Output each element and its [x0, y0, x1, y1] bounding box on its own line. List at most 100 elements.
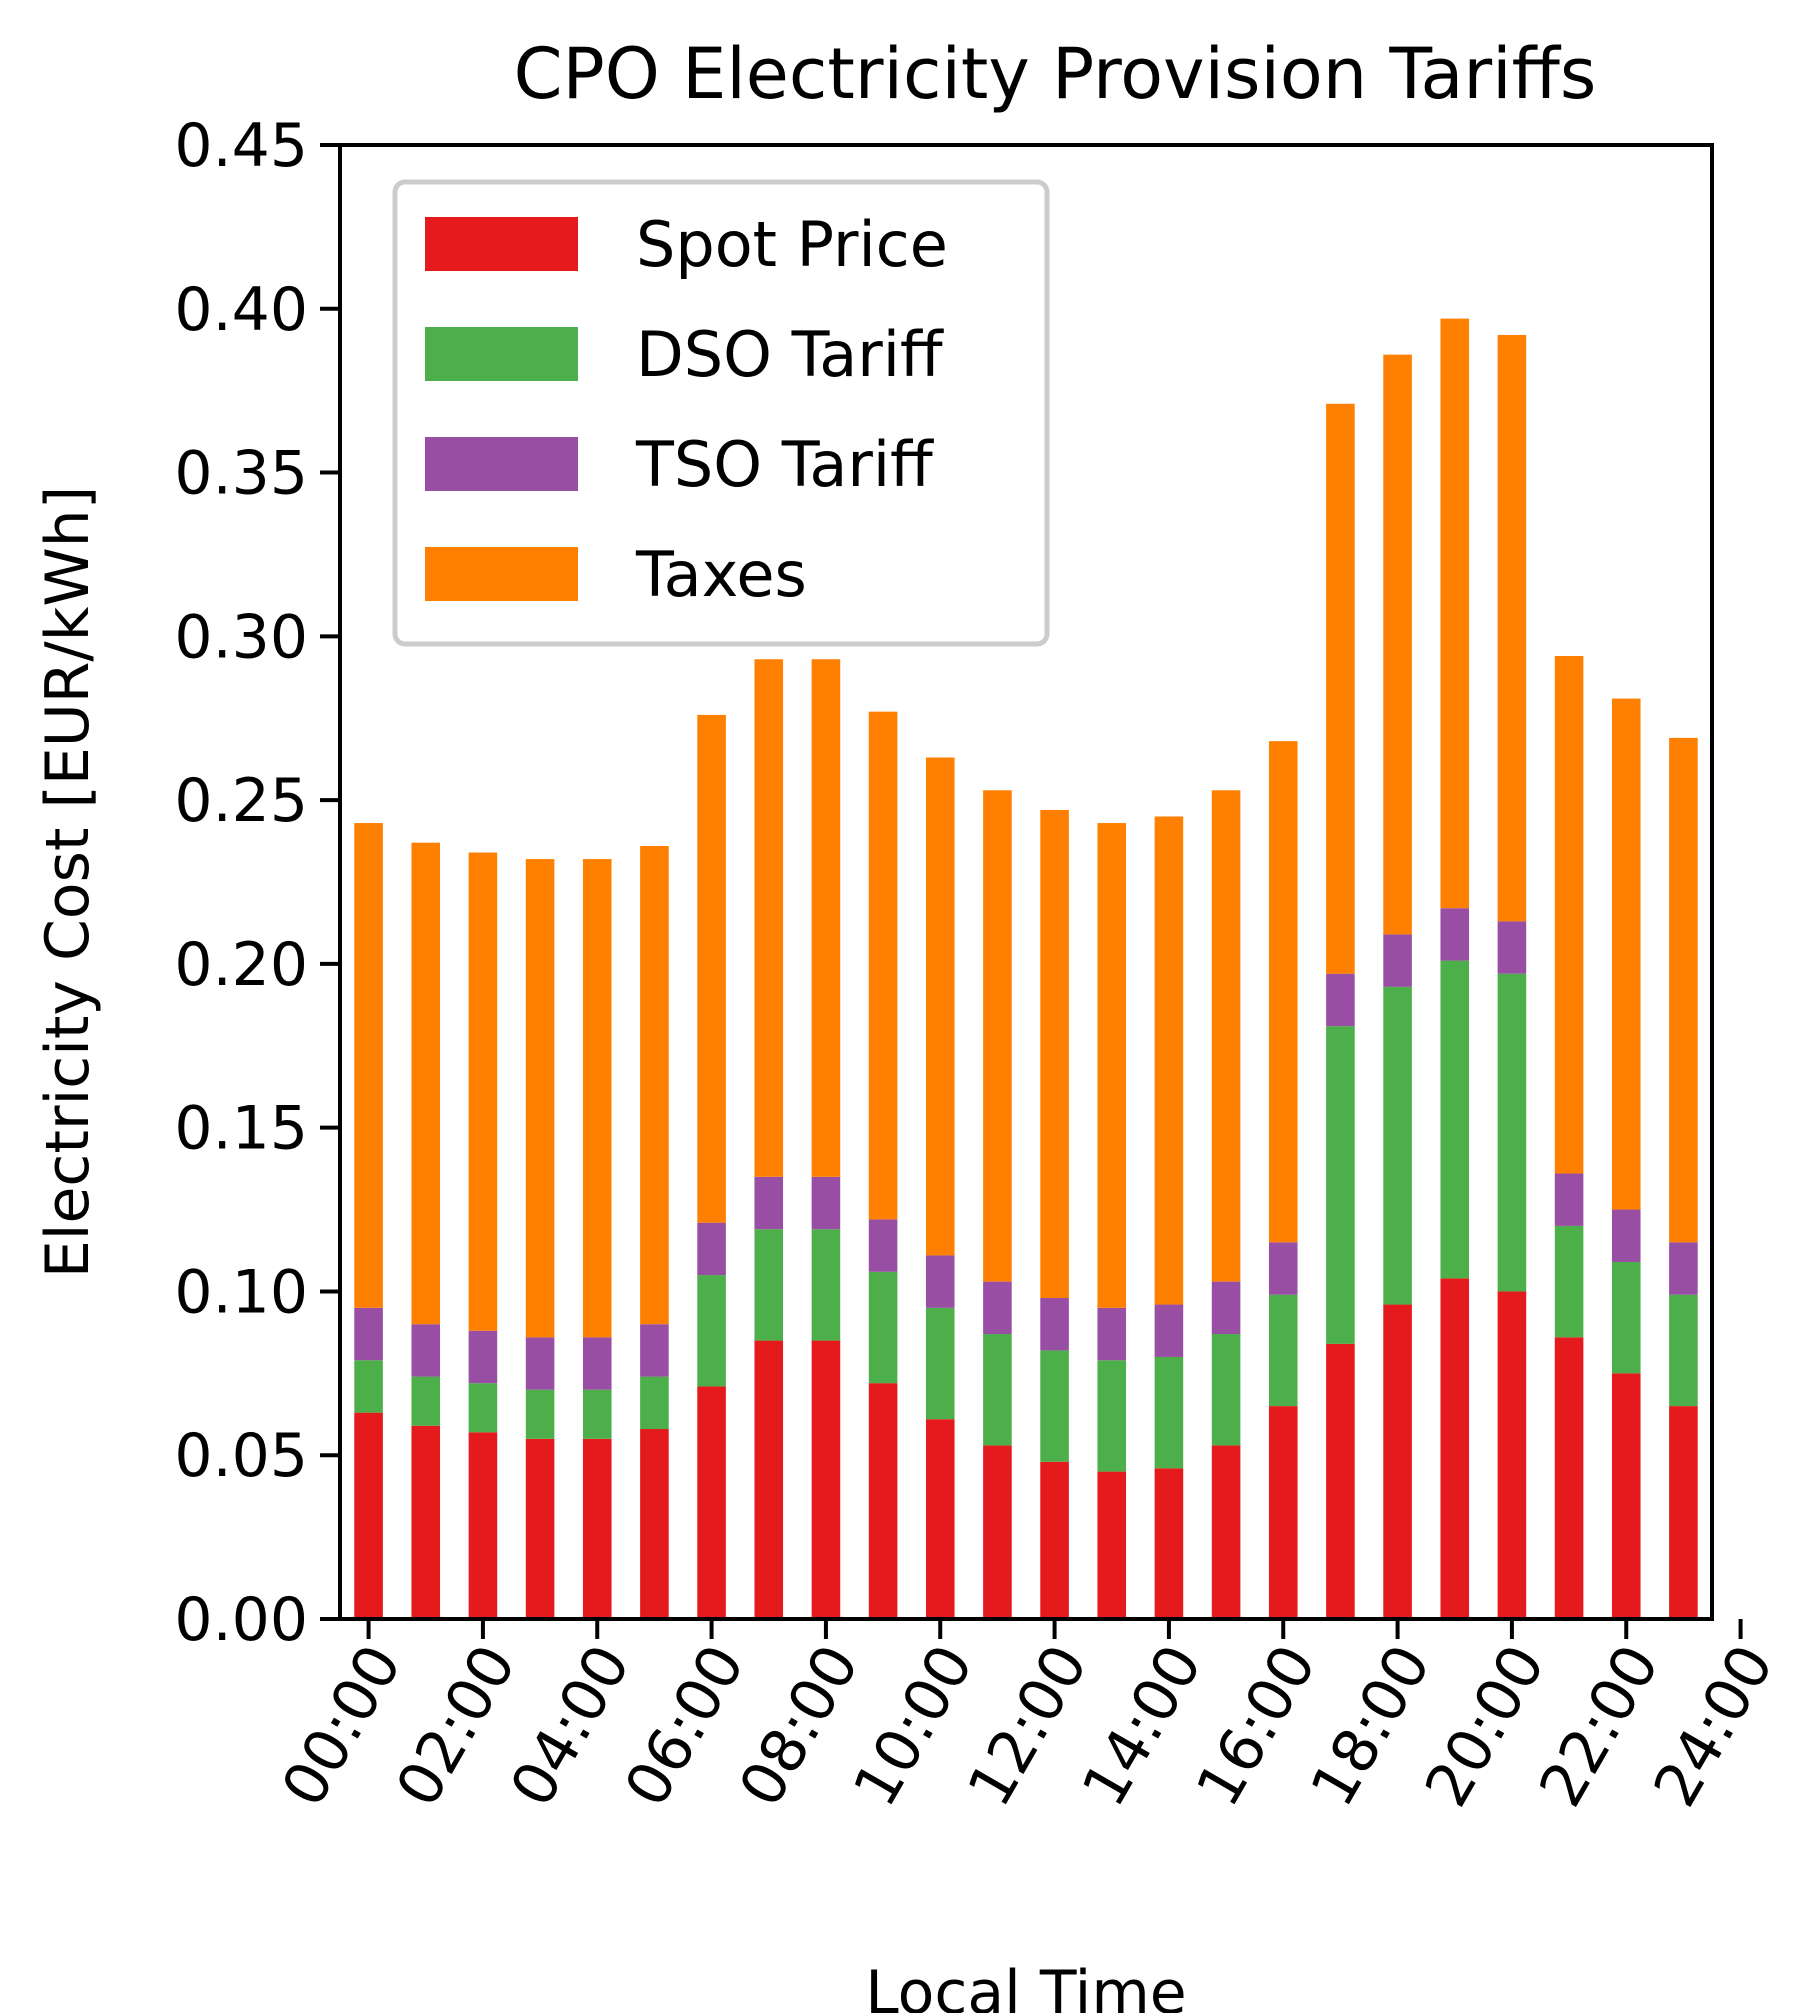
y-tick-label: 0.35 [174, 439, 308, 509]
y-tick-label: 0.45 [174, 111, 308, 181]
bar-spot-price-10 [925, 1419, 955, 1619]
bar-dso-tariff-05 [640, 1376, 669, 1430]
y-tick-label: 0.05 [174, 1421, 308, 1491]
bar-dso-tariff-08 [811, 1229, 841, 1341]
y-tick-label: 0.40 [174, 275, 308, 345]
bar-taxes-12 [1040, 809, 1069, 1298]
bar-tso-tariff-21 [1554, 1173, 1584, 1226]
bar-dso-tariff-22 [1611, 1261, 1641, 1374]
y-tick-label: 0.10 [174, 1257, 308, 1327]
bar-spot-price-11 [983, 1445, 1012, 1619]
bar-taxes-04 [582, 859, 612, 1338]
bar-dso-tariff-15 [1211, 1334, 1241, 1446]
x-axis-label: Local Time [865, 1958, 1186, 2013]
bar-tso-tariff-06 [697, 1222, 726, 1276]
bar-spot-price-01 [411, 1425, 441, 1619]
legend-box [392, 179, 1050, 647]
bar-taxes-08 [811, 659, 841, 1177]
legend-swatch-tso-tariff [425, 437, 578, 491]
bar-taxes-09 [868, 711, 898, 1220]
bar-taxes-00 [354, 823, 383, 1308]
legend-swatch-dso-tariff [425, 327, 578, 381]
bar-tso-tariff-19 [1440, 908, 1470, 961]
bar-dso-tariff-12 [1040, 1350, 1069, 1462]
plot-frame [338, 143, 1714, 1621]
legend-label-taxes: Taxes [635, 538, 807, 611]
y-tick-label: 0.15 [174, 1094, 308, 1164]
bar-taxes-21 [1554, 655, 1584, 1174]
bar-tso-tariff-22 [1611, 1209, 1641, 1262]
bar-spot-price-21 [1554, 1337, 1584, 1619]
bar-tso-tariff-20 [1497, 921, 1527, 974]
bar-spot-price-02 [468, 1432, 498, 1619]
bar-tso-tariff-03 [525, 1337, 555, 1390]
bar-spot-price-09 [868, 1383, 898, 1619]
legend-swatch-taxes [425, 547, 578, 601]
bar-tso-tariff-16 [1268, 1242, 1298, 1295]
y-tick-label: 0.00 [174, 1585, 308, 1655]
bar-taxes-03 [525, 859, 555, 1338]
legend-label-spot-price: Spot Price [636, 208, 948, 281]
bar-tso-tariff-12 [1040, 1298, 1069, 1351]
bar-spot-price-22 [1611, 1373, 1641, 1619]
bar-spot-price-13 [1097, 1471, 1127, 1619]
bar-spot-price-19 [1440, 1278, 1470, 1619]
bar-tso-tariff-10 [925, 1255, 955, 1308]
bar-taxes-07 [754, 659, 784, 1177]
bar-taxes-13 [1097, 823, 1127, 1308]
bar-tso-tariff-13 [1097, 1307, 1127, 1361]
legend-swatch-spot-price [425, 217, 578, 271]
bar-dso-tariff-14 [1154, 1356, 1184, 1469]
legend: Spot Price DSO Tariff TSO Tariff Taxes [392, 179, 1050, 647]
bar-dso-tariff-09 [868, 1271, 898, 1384]
bar-spot-price-03 [525, 1438, 555, 1619]
bar-dso-tariff-11 [983, 1334, 1012, 1446]
bar-dso-tariff-21 [1554, 1225, 1584, 1338]
bar-spot-price-20 [1497, 1291, 1527, 1619]
legend-label-tso-tariff: TSO Tariff [635, 428, 934, 501]
bar-taxes-18 [1383, 354, 1412, 935]
bar-layer [354, 318, 1698, 1619]
bar-spot-price-07 [754, 1340, 784, 1619]
y-tick-label: 0.20 [174, 930, 308, 1000]
bar-taxes-22 [1611, 698, 1641, 1210]
bar-spot-price-06 [697, 1386, 726, 1619]
bar-tso-tariff-15 [1211, 1281, 1241, 1335]
bar-tso-tariff-14 [1154, 1304, 1184, 1357]
bar-taxes-19 [1440, 318, 1470, 909]
bar-spot-price-17 [1326, 1343, 1355, 1619]
bar-dso-tariff-17 [1326, 1026, 1355, 1344]
bar-dso-tariff-19 [1440, 960, 1470, 1279]
bar-spot-price-04 [582, 1438, 612, 1619]
bar-spot-price-23 [1669, 1406, 1698, 1619]
bar-tso-tariff-04 [582, 1337, 612, 1390]
bar-spot-price-00 [354, 1412, 383, 1619]
bar-dso-tariff-20 [1497, 973, 1527, 1292]
bar-tso-tariff-08 [811, 1176, 841, 1230]
bar-tso-tariff-00 [354, 1307, 383, 1361]
y-axis: 0.00 0.05 0.10 0.15 0.20 0.25 0.30 0.35 0.40 0.45 [174, 111, 340, 1655]
bar-dso-tariff-18 [1383, 986, 1412, 1305]
bar-dso-tariff-13 [1097, 1360, 1127, 1472]
bar-dso-tariff-02 [468, 1383, 498, 1433]
bar-dso-tariff-10 [925, 1307, 955, 1420]
y-tick-label: 0.30 [174, 602, 308, 672]
bar-taxes-06 [697, 714, 726, 1223]
bar-tso-tariff-01 [411, 1324, 441, 1377]
bar-dso-tariff-00 [354, 1360, 383, 1413]
bar-tso-tariff-05 [640, 1324, 669, 1377]
bar-tso-tariff-02 [468, 1330, 498, 1384]
bar-dso-tariff-23 [1669, 1294, 1698, 1407]
bar-taxes-17 [1326, 403, 1355, 974]
bar-taxes-16 [1268, 741, 1298, 1243]
bar-spot-price-18 [1383, 1304, 1412, 1619]
bar-tso-tariff-17 [1326, 973, 1355, 1027]
bar-taxes-14 [1154, 816, 1184, 1305]
bar-tso-tariff-11 [983, 1281, 1012, 1335]
bar-taxes-20 [1497, 334, 1527, 922]
bar-tso-tariff-18 [1383, 934, 1412, 987]
bar-spot-price-05 [640, 1429, 669, 1619]
y-tick-label: 0.25 [174, 766, 308, 836]
bar-dso-tariff-01 [411, 1376, 441, 1426]
